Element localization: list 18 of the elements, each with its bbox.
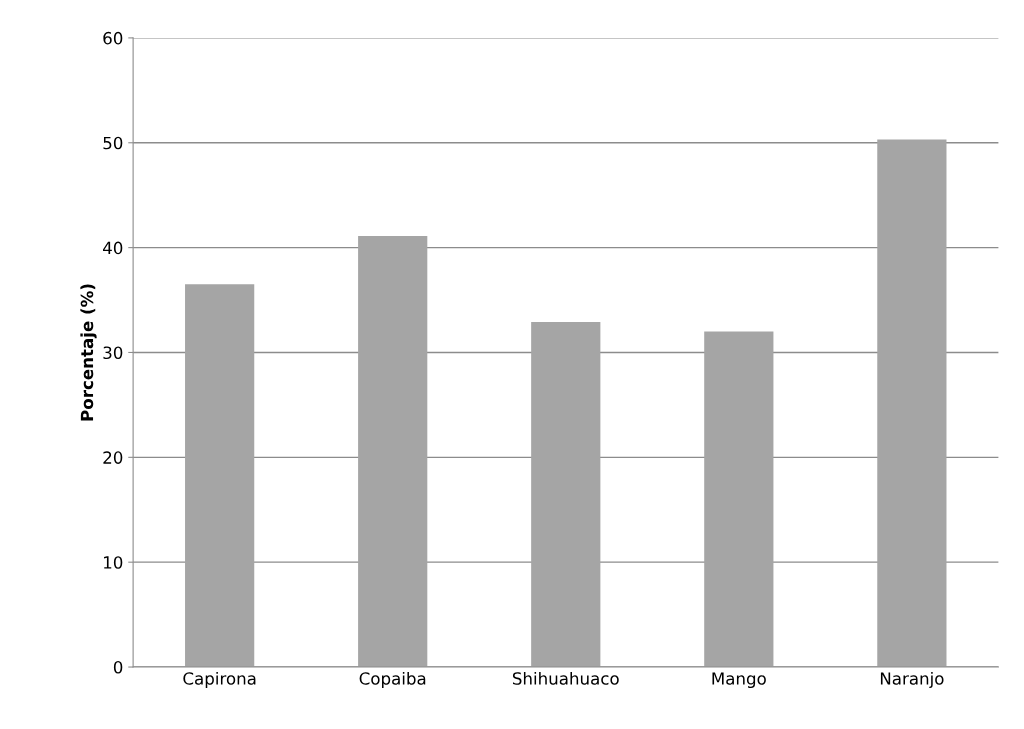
y-tick-label: 40 <box>103 241 123 255</box>
bar <box>531 322 601 668</box>
x-tick-label: Capirona <box>183 671 256 689</box>
bar <box>185 284 255 668</box>
x-tick-label: Naranjo <box>880 671 944 689</box>
y-tick-label: 50 <box>103 136 123 150</box>
bar <box>358 236 428 668</box>
bar <box>704 331 774 668</box>
y-tick-label: 0 <box>113 661 123 674</box>
x-tick-label: Copaiba <box>359 671 426 689</box>
y-tick-label: 60 <box>103 31 123 45</box>
x-tick-label: Shihuahuaco <box>512 671 619 685</box>
x-tick-label: Mango <box>712 672 766 689</box>
y-tick-label: 20 <box>103 451 123 464</box>
bar <box>877 139 947 668</box>
y-tick-label: 30 <box>103 346 123 360</box>
y-tick-label: 10 <box>104 556 123 569</box>
y-axis-title: Porcentaje (%) <box>80 284 97 421</box>
